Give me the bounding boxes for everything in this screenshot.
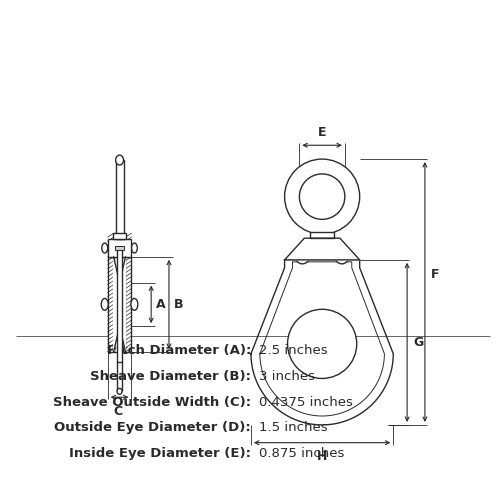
Ellipse shape bbox=[102, 243, 108, 253]
Circle shape bbox=[296, 250, 310, 264]
Text: H: H bbox=[317, 450, 328, 462]
Bar bbox=[116, 160, 124, 239]
Text: Outside Eye Diameter (D):: Outside Eye Diameter (D): bbox=[54, 422, 251, 434]
Text: A: A bbox=[156, 298, 166, 311]
Ellipse shape bbox=[117, 388, 122, 394]
Text: Pitch Diameter (A):: Pitch Diameter (A): bbox=[106, 344, 251, 358]
Bar bbox=[114, 246, 124, 250]
Text: 2.5 inches: 2.5 inches bbox=[259, 344, 328, 358]
Text: 0.875 inches: 0.875 inches bbox=[259, 447, 344, 460]
Bar bbox=[108, 257, 114, 352]
Text: 3 inches: 3 inches bbox=[259, 370, 315, 383]
Bar bbox=[126, 257, 132, 352]
Text: Sheave Outside Width (C):: Sheave Outside Width (C): bbox=[53, 396, 251, 408]
Ellipse shape bbox=[116, 155, 124, 165]
Circle shape bbox=[300, 174, 345, 220]
Bar bbox=[117, 247, 122, 362]
Ellipse shape bbox=[131, 298, 138, 310]
Text: G: G bbox=[413, 336, 424, 349]
Polygon shape bbox=[114, 257, 126, 352]
Bar bbox=[108, 239, 132, 257]
Text: Inside Eye Diameter (E):: Inside Eye Diameter (E): bbox=[69, 447, 251, 460]
Polygon shape bbox=[251, 260, 394, 425]
Bar bbox=[112, 233, 126, 239]
Circle shape bbox=[284, 159, 360, 234]
Text: B: B bbox=[174, 298, 184, 311]
Text: Sheave Diameter (B):: Sheave Diameter (B): bbox=[90, 370, 251, 383]
Circle shape bbox=[288, 310, 356, 378]
Text: E: E bbox=[318, 126, 326, 140]
Polygon shape bbox=[284, 238, 360, 260]
Text: C: C bbox=[113, 405, 122, 418]
Bar bbox=[310, 232, 334, 238]
Circle shape bbox=[335, 250, 349, 264]
Text: 1.5 inches: 1.5 inches bbox=[259, 422, 328, 434]
Text: F: F bbox=[431, 268, 440, 280]
Ellipse shape bbox=[102, 298, 108, 310]
Text: 0.4375 inches: 0.4375 inches bbox=[259, 396, 353, 408]
Ellipse shape bbox=[132, 243, 138, 253]
